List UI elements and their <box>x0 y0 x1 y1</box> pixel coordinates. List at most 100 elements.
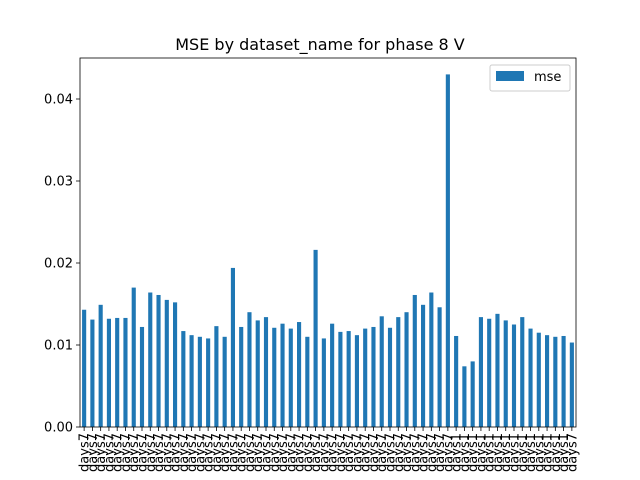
bar-23 <box>272 327 277 427</box>
bar-46 <box>462 366 467 427</box>
x-tick-label-31: days7 <box>334 433 349 472</box>
bar-4 <box>115 317 120 427</box>
x-tick-label-52: days1 <box>508 433 523 472</box>
x-tick-label-30: days7 <box>326 433 341 472</box>
bar-20 <box>247 312 252 427</box>
bar-54 <box>528 328 533 427</box>
bar-10 <box>164 299 169 427</box>
bar-3 <box>106 318 111 427</box>
bar-39 <box>404 312 409 427</box>
bar-16 <box>214 326 219 427</box>
plot-frame <box>79 57 577 428</box>
x-tick-label-3: days7 <box>102 433 117 472</box>
bar-21 <box>255 320 260 427</box>
x-tick-label-56: days1 <box>541 433 556 472</box>
bar-29 <box>321 338 326 427</box>
x-tick-label-44: days7 <box>441 433 456 472</box>
x-tick-label-39: days7 <box>400 433 415 472</box>
legend: mse <box>489 64 571 92</box>
bar-58 <box>561 335 566 427</box>
bar-27 <box>305 336 310 427</box>
bar-2 <box>98 304 103 427</box>
x-tick-label-1: days7 <box>86 433 101 472</box>
x-tick-label-32: days7 <box>342 433 357 472</box>
x-tick-label-46: days1 <box>458 433 473 472</box>
x-tick-label-20: days7 <box>243 433 258 472</box>
x-tick-label-14: days7 <box>193 433 208 472</box>
x-tick-label-22: days7 <box>260 433 275 472</box>
x-tick-label-51: days1 <box>499 433 514 472</box>
x-tick-label-54: days1 <box>524 433 539 472</box>
x-tick-label-40: days7 <box>408 433 423 472</box>
bar-11 <box>173 302 178 427</box>
bar-18 <box>230 267 235 427</box>
legend-swatch <box>496 71 524 81</box>
x-tick-label-45: days1 <box>450 433 465 472</box>
x-tick-label-29: days7 <box>317 433 332 472</box>
bar-9 <box>156 294 161 427</box>
bar-14 <box>197 336 202 427</box>
bar-17 <box>222 336 227 427</box>
x-tick-label-55: days1 <box>532 433 547 472</box>
bar-12 <box>181 331 186 427</box>
x-tick-label-23: days7 <box>268 433 283 472</box>
bar-26 <box>297 322 302 427</box>
bar-28 <box>313 249 318 427</box>
x-tick-label-15: days7 <box>202 433 217 472</box>
bar-8 <box>148 292 153 427</box>
x-tick-label-6: days7 <box>127 433 142 472</box>
bar-6 <box>131 287 136 427</box>
y-tick-label-3: 0.03 <box>44 175 73 190</box>
bar-48 <box>478 317 483 427</box>
bar-51 <box>503 320 508 427</box>
x-tick-label-21: days7 <box>251 433 266 472</box>
y-tick-label-4: 0.04 <box>44 93 73 108</box>
x-tick-label-28: days7 <box>309 433 324 472</box>
x-tick-label-49: days1 <box>483 433 498 472</box>
x-tick-label-38: days7 <box>392 433 407 472</box>
x-tick-label-0: days7 <box>78 433 93 472</box>
x-tick-label-4: days7 <box>111 433 126 472</box>
x-tick-label-37: days7 <box>384 433 399 472</box>
bar-57 <box>553 336 558 427</box>
y-tick-label-2: 0.02 <box>44 257 73 272</box>
bars-layer <box>82 74 574 428</box>
bar-34 <box>363 328 368 427</box>
bar-33 <box>354 335 359 427</box>
bar-24 <box>280 323 285 427</box>
x-tick-label-7: days7 <box>136 433 151 472</box>
bar-0 <box>82 309 87 427</box>
x-tick-label-53: days1 <box>516 433 531 472</box>
x-tick-label-13: days7 <box>185 433 200 472</box>
x-tick-label-25: days7 <box>284 433 299 472</box>
axes-layer: days7days7days7days7days7days7days7days7… <box>44 57 580 472</box>
x-tick-label-41: days7 <box>417 433 432 472</box>
x-tick-label-2: days7 <box>94 433 109 472</box>
x-tick-label-10: days7 <box>160 433 175 472</box>
bar-15 <box>206 338 211 427</box>
bar-7 <box>139 326 145 427</box>
bar-47 <box>470 361 475 427</box>
bar-25 <box>288 328 293 427</box>
x-tick-label-57: days1 <box>549 433 564 472</box>
bar-44 <box>445 74 450 428</box>
bar-22 <box>263 317 269 427</box>
bar-50 <box>495 313 500 427</box>
x-tick-label-47: days1 <box>466 433 481 472</box>
bar-36 <box>379 316 384 427</box>
x-tick-label-59: days7 <box>565 433 580 472</box>
bar-41 <box>421 304 426 427</box>
bar-43 <box>437 307 442 427</box>
y-tick-label-1: 0.01 <box>44 339 73 354</box>
bar-59 <box>569 342 574 427</box>
bar-30 <box>330 323 335 427</box>
x-tick-label-24: days7 <box>276 433 291 472</box>
bar-5 <box>123 317 128 427</box>
x-tick-label-18: days7 <box>226 433 241 472</box>
x-tick-label-5: days7 <box>119 433 134 472</box>
bar-49 <box>487 318 492 427</box>
y-tick-label-0: 0.00 <box>44 421 73 436</box>
bar-37 <box>387 327 393 427</box>
